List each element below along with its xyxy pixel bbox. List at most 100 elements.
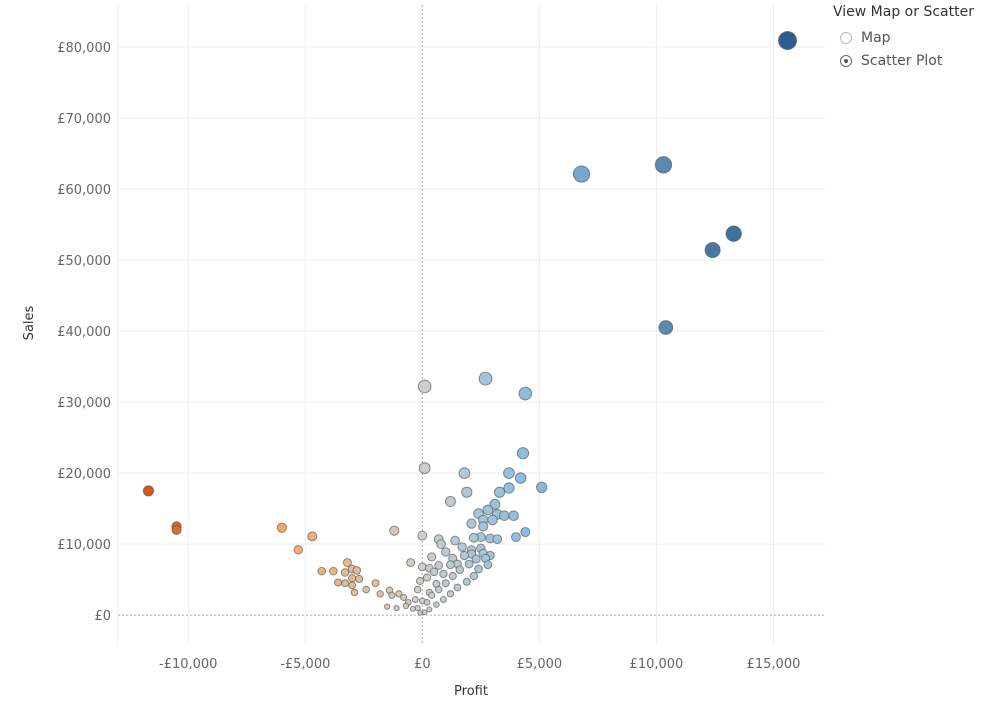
y-tick-label: £70,000	[57, 112, 111, 127]
x-tick-label: £0	[414, 657, 431, 672]
x-tick-label: £15,000	[747, 657, 801, 672]
data-point	[389, 525, 400, 536]
data-point	[441, 547, 451, 557]
y-tick-label: £40,000	[57, 325, 111, 340]
option-scatter-plot[interactable]: Scatter Plot	[833, 49, 974, 72]
data-point	[348, 581, 357, 590]
data-point	[520, 527, 531, 538]
data-point	[466, 518, 477, 529]
data-point	[439, 569, 448, 579]
x-tick-label: £5,000	[517, 657, 563, 672]
data-point	[376, 590, 384, 598]
radio-scatter-plot[interactable]	[840, 54, 852, 67]
data-point	[511, 532, 521, 542]
data-point	[704, 242, 721, 259]
x-tick-label: £10,000	[630, 657, 684, 672]
data-point	[457, 542, 467, 552]
data-point	[417, 562, 427, 572]
data-point	[355, 574, 364, 584]
data-point	[350, 588, 359, 597]
data-point	[536, 481, 548, 494]
data-point	[293, 545, 303, 555]
data-point	[428, 591, 436, 599]
x-axis-title: Profit	[454, 684, 488, 699]
data-point	[478, 371, 493, 386]
data-point	[402, 602, 410, 610]
data-point	[421, 609, 428, 616]
y-tick-label: £80,000	[57, 41, 111, 56]
data-point	[508, 510, 519, 522]
data-point	[423, 599, 431, 606]
y-tick-label: £10,000	[57, 538, 111, 553]
data-point	[422, 573, 432, 582]
data-point	[503, 467, 515, 479]
y-tick-label: £60,000	[57, 183, 111, 198]
data-point	[371, 579, 380, 588]
data-point	[384, 603, 391, 610]
data-point	[307, 531, 318, 542]
x-tick-label: -£5,000	[280, 657, 330, 672]
data-point	[334, 578, 343, 587]
data-point	[482, 504, 494, 516]
y-tick-label: £20,000	[57, 467, 111, 482]
data-point	[342, 558, 352, 568]
data-point	[658, 320, 674, 335]
data-point	[471, 554, 481, 564]
data-point	[503, 482, 515, 494]
data-point	[462, 577, 471, 586]
data-point	[468, 532, 479, 543]
y-tick-label: £50,000	[57, 254, 111, 269]
data-point	[426, 606, 433, 613]
data-point	[340, 568, 350, 577]
data-point	[489, 498, 501, 510]
data-point	[388, 591, 396, 599]
data-point	[417, 530, 428, 541]
data-point	[469, 571, 479, 581]
y-axis-title: Sales	[22, 305, 37, 340]
data-point	[483, 560, 493, 570]
data-point	[436, 539, 446, 549]
data-point	[441, 579, 450, 588]
y-tick-label: £30,000	[57, 396, 111, 411]
data-point	[409, 605, 417, 612]
data-point	[276, 522, 287, 533]
data-point	[493, 486, 506, 498]
data-point	[464, 559, 474, 569]
data-point	[444, 496, 456, 508]
data-point	[362, 585, 370, 594]
data-point	[347, 574, 357, 583]
data-point	[418, 462, 431, 475]
view-selector-title: View Map or Scatter	[833, 4, 974, 20]
data-point	[453, 583, 462, 592]
data-point	[455, 565, 465, 575]
data-point	[446, 590, 455, 598]
data-point	[459, 550, 470, 561]
radio-map[interactable]	[840, 31, 852, 44]
data-point	[458, 467, 471, 479]
data-point	[434, 561, 444, 570]
data-point	[492, 534, 503, 545]
data-point	[406, 558, 416, 568]
data-point	[411, 596, 419, 604]
data-point	[317, 566, 326, 576]
option-map[interactable]: Map	[833, 26, 974, 49]
data-point	[516, 447, 530, 460]
x-tick-label: -£10,000	[159, 657, 217, 672]
data-point	[413, 585, 422, 594]
data-point	[725, 225, 742, 242]
data-point	[448, 571, 457, 581]
data-point	[654, 156, 673, 174]
data-point	[439, 596, 447, 604]
view-selector: View Map or Scatter Map Scatter Plot	[833, 4, 974, 72]
data-point	[478, 521, 489, 532]
data-point	[474, 564, 483, 574]
data-point	[514, 472, 527, 484]
y-tick-label: £0	[94, 609, 111, 624]
data-point	[417, 379, 432, 394]
data-point	[341, 579, 350, 588]
data-point	[393, 604, 400, 612]
option-map-label: Map	[861, 29, 891, 46]
data-point	[142, 485, 155, 497]
data-point	[498, 510, 510, 522]
